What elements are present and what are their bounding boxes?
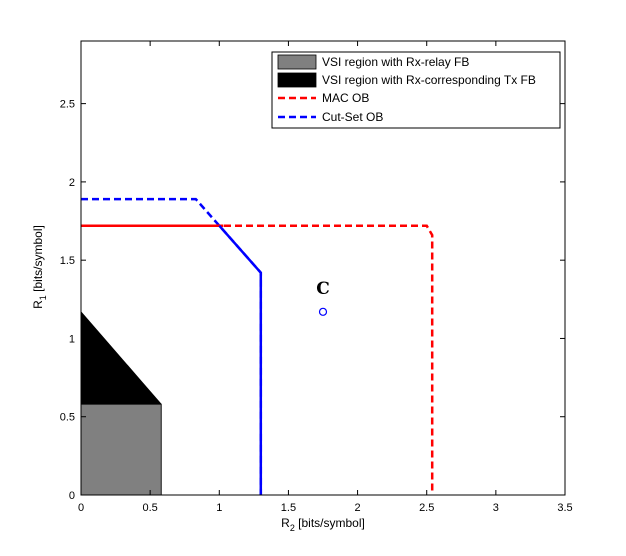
x-tick-label: 1 (216, 502, 222, 514)
x-axis-label: R2 [bits/symbol] (281, 516, 365, 533)
y-axis-label-subscript: 1 (38, 295, 48, 300)
x-tick-label: 3 (493, 502, 499, 514)
y-axis-label-main: R (31, 300, 45, 309)
y-tick-label: 1 (69, 333, 75, 345)
regions-layer (80, 310, 162, 496)
x-tick-label: 1.5 (281, 502, 296, 514)
annotation-layer: C (316, 279, 330, 316)
y-tick-label: 2 (69, 177, 75, 189)
y-tick-label: 1.5 (60, 255, 75, 267)
y-axis-label: R1 [bits/symbol] (31, 225, 48, 309)
y-tick-label: 0.5 (60, 412, 75, 424)
lines-layer (81, 197, 434, 495)
legend-label-cut-set-ob: Cut-Set OB (322, 110, 383, 124)
y-tick-label: 2.5 (60, 99, 75, 111)
series-line-mac-ob (81, 224, 434, 495)
legend-swatch-rx-relay (277, 54, 317, 70)
point-c-label: C (316, 279, 330, 299)
plot-frame (80, 40, 566, 496)
x-tick-label: 0.5 (142, 502, 157, 514)
legend-label-mac-ob: MAC OB (322, 91, 369, 105)
x-axis-label-subscript: 2 (290, 523, 295, 533)
legend: VSI region with Rx-relay FB VSI region w… (271, 51, 561, 129)
x-axis-label-main: R (281, 516, 290, 530)
axes-layer: 0 0.5 1 1.5 2 2.5 3 3.5 0 0.5 1 1.5 2 2.5 (60, 40, 573, 514)
legend-label-rx-corresponding: VSI region with Rx-corresponding Tx FB (322, 73, 536, 87)
x-tick-label: 2 (355, 502, 361, 514)
x-tick-label: 0 (78, 502, 84, 514)
series-solid-segment-cut-set-ob-1 (218, 224, 263, 495)
x-axis-label-unit: [bits/symbol] (295, 516, 365, 530)
legend-box (271, 51, 561, 129)
y-tick-label: 0 (69, 490, 75, 502)
point-c-marker (318, 307, 328, 316)
x-tick-label: 2.5 (419, 502, 434, 514)
x-tick-label: 3.5 (557, 502, 572, 514)
region-vsi-region-with-rx-relay-fb (80, 403, 162, 496)
legend-label-rx-relay: VSI region with Rx-relay FB (322, 55, 469, 69)
y-axis-label-unit: [bits/symbol] (31, 225, 45, 295)
legend-swatch-rx-corresponding (277, 72, 317, 88)
